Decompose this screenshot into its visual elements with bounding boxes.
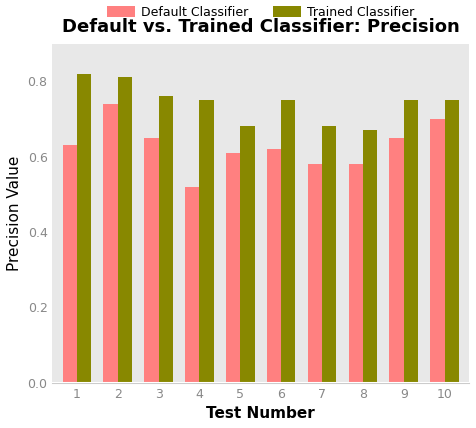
Bar <box>226 153 240 383</box>
Bar <box>144 138 159 383</box>
Bar <box>267 149 281 383</box>
Bar <box>199 100 214 383</box>
Bar <box>240 126 255 383</box>
Bar <box>404 100 418 383</box>
Bar <box>430 119 445 383</box>
Bar <box>77 74 91 383</box>
Bar <box>363 130 377 383</box>
Bar <box>62 145 77 383</box>
Bar <box>103 104 118 383</box>
Bar <box>281 100 296 383</box>
Y-axis label: Precision Value: Precision Value <box>7 155 22 271</box>
Bar <box>118 77 132 383</box>
Bar <box>348 164 363 383</box>
Bar <box>445 100 459 383</box>
Bar <box>322 126 336 383</box>
X-axis label: Test Number: Test Number <box>206 406 315 421</box>
Bar <box>185 187 199 383</box>
Bar <box>159 96 173 383</box>
Legend: Default Classifier, Trained Classifier: Default Classifier, Trained Classifier <box>107 6 414 19</box>
Bar <box>389 138 404 383</box>
Bar <box>307 164 322 383</box>
Title: Default vs. Trained Classifier: Precision: Default vs. Trained Classifier: Precisio… <box>62 18 460 36</box>
